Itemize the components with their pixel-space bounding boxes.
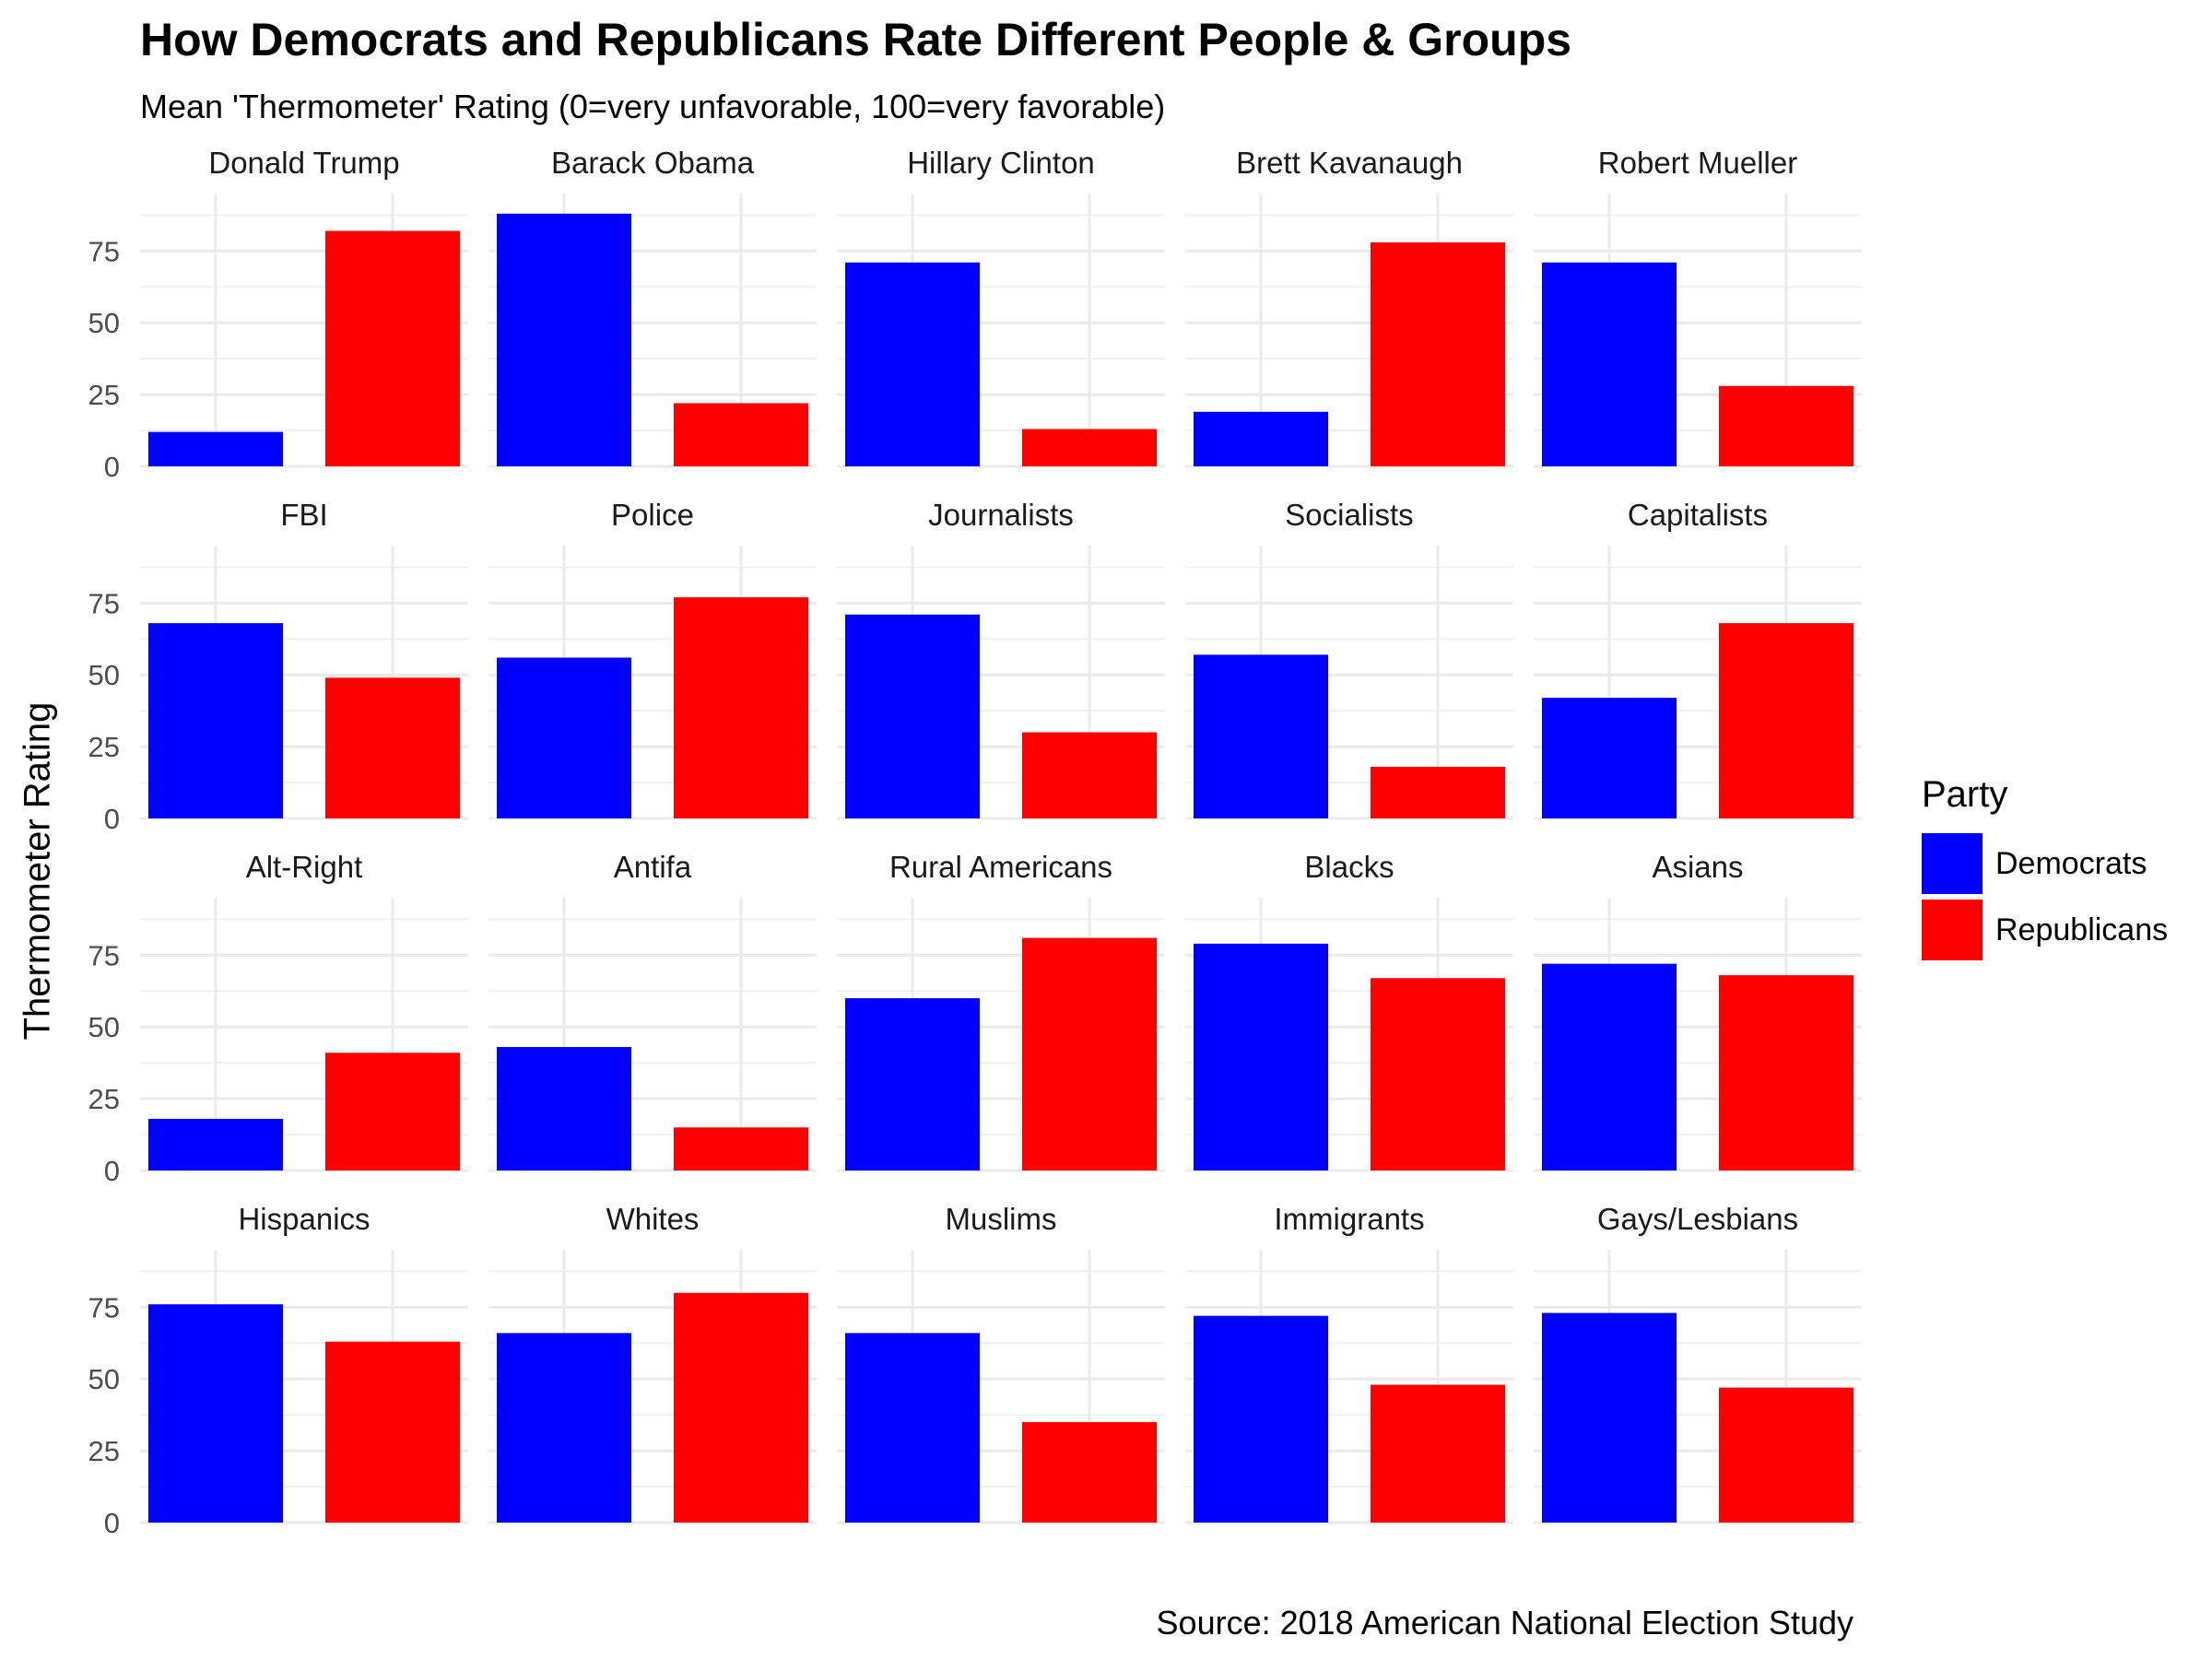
bar-socialists-republicans (1371, 766, 1505, 818)
panel-strip-label: Rural Americans (889, 850, 1112, 884)
legend-item-democrats: Democrats (1922, 830, 2168, 897)
bar-journalists-democrats (845, 614, 980, 818)
bar-muslims-republicans (1022, 1421, 1157, 1523)
y-tick-label: 50 (88, 1363, 120, 1395)
legend-label-republicans: Republicans (1995, 912, 2169, 947)
bar-immigrants-democrats (1194, 1315, 1328, 1523)
bar-gays-lesbians-democrats (1542, 1312, 1677, 1523)
bar-muslims-democrats (845, 1333, 980, 1523)
bar-asians-republicans (1719, 975, 1853, 1171)
y-tick-label: 25 (88, 1083, 120, 1115)
legend: Party Democrats Republicans (1922, 774, 2168, 963)
y-tick-label: 75 (88, 587, 120, 619)
legend-swatch-democrats (1922, 833, 1983, 894)
panel-strip-label: Alt-Right (246, 850, 363, 884)
panel-strip-label: Whites (606, 1202, 700, 1236)
bar-journalists-republicans (1022, 732, 1157, 818)
y-tick-label: 50 (88, 659, 120, 691)
bar-fbi-republicans (325, 677, 460, 818)
bar-blacks-democrats (1194, 943, 1328, 1171)
panel-strip-label: Gays/Lesbians (1597, 1202, 1798, 1236)
bar-capitalists-democrats (1542, 698, 1677, 818)
bar-barack-obama-democrats (497, 213, 631, 466)
panel-strip-label: Robert Mueller (1598, 146, 1797, 180)
bar-donald-trump-democrats (148, 431, 283, 466)
y-tick-label: 75 (88, 939, 120, 971)
panel-strip-label: Hispanics (238, 1202, 370, 1236)
panel-strip-label: Blacks (1304, 850, 1394, 884)
y-tick-label: 50 (88, 1011, 120, 1043)
y-tick-label: 75 (88, 235, 120, 267)
panel-strip-label: FBI (280, 498, 327, 532)
y-tick-label: 25 (88, 731, 120, 763)
bar-rural-americans-democrats (845, 998, 980, 1171)
panel-strip-label: Muslims (946, 1202, 1057, 1236)
bar-asians-democrats (1542, 963, 1677, 1171)
panel-strip-label: Antifa (614, 850, 692, 884)
panel-strip-label: Immigrants (1274, 1202, 1424, 1236)
bar-antifa-republicans (674, 1127, 808, 1171)
bar-alt-right-democrats (148, 1118, 283, 1171)
y-tick-label: 0 (104, 803, 120, 835)
bar-capitalists-republicans (1719, 623, 1853, 818)
bar-brett-kavanaugh-republicans (1371, 241, 1505, 466)
y-tick-label: 50 (88, 307, 120, 339)
y-tick-label: 0 (104, 1507, 120, 1539)
y-tick-label: 0 (104, 451, 120, 483)
bar-hillary-clinton-democrats (845, 262, 980, 466)
bar-antifa-democrats (497, 1047, 631, 1171)
chart-title: How Democrats and Republicans Rate Diffe… (140, 14, 1572, 65)
bar-socialists-democrats (1194, 654, 1328, 818)
bar-hispanics-republicans (325, 1341, 460, 1523)
legend-item-republicans: Republicans (1922, 897, 2168, 963)
bar-gays-lesbians-republicans (1719, 1387, 1853, 1523)
bar-alt-right-republicans (325, 1053, 460, 1171)
panel-strip-label: Police (611, 498, 694, 532)
bar-robert-mueller-republicans (1719, 385, 1853, 466)
panel-strip-label: Brett Kavanaugh (1236, 146, 1463, 180)
panel-strip-label: Capitalists (1628, 498, 1768, 532)
bar-whites-democrats (497, 1333, 631, 1523)
y-tick-label: 25 (88, 379, 120, 411)
bar-hillary-clinton-republicans (1022, 429, 1157, 466)
panel-strip-label: Hillary Clinton (907, 146, 1095, 180)
chart-caption: Source: 2018 American National Election … (1156, 1604, 1853, 1641)
panel-strip-label: Barack Obama (551, 146, 755, 180)
panel-strip-label: Donald Trump (208, 146, 399, 180)
bar-police-democrats (497, 657, 631, 818)
panel-strip-label: Asians (1652, 850, 1743, 884)
bar-fbi-democrats (148, 623, 283, 818)
y-tick-label: 0 (104, 1155, 120, 1187)
bar-whites-republicans (674, 1292, 808, 1523)
bar-robert-mueller-democrats (1542, 262, 1677, 466)
panel-strip-label: Socialists (1285, 498, 1413, 532)
y-tick-label: 75 (88, 1291, 120, 1324)
bar-rural-americans-republicans (1022, 937, 1157, 1171)
bar-hispanics-democrats (148, 1304, 283, 1523)
bar-brett-kavanaugh-democrats (1194, 411, 1328, 466)
legend-title: Party (1922, 774, 2008, 815)
legend-label-democrats: Democrats (1995, 845, 2147, 881)
bar-police-republicans (674, 597, 808, 818)
chart-subtitle: Mean 'Thermometer' Rating (0=very unfavo… (140, 88, 1166, 125)
bar-barack-obama-republicans (674, 403, 808, 466)
bar-immigrants-republicans (1371, 1384, 1505, 1523)
bar-donald-trump-republicans (325, 230, 460, 466)
legend-swatch-republicans (1922, 900, 1983, 960)
y-tick-label: 25 (88, 1435, 120, 1467)
panel-strip-label: Journalists (928, 498, 1074, 532)
bar-blacks-republicans (1371, 978, 1505, 1171)
